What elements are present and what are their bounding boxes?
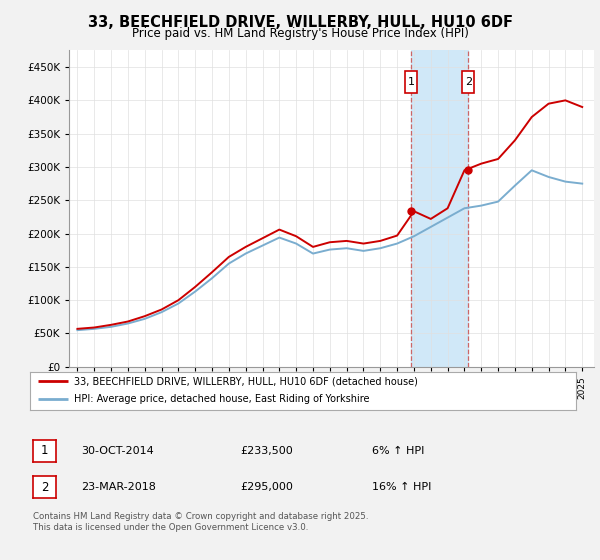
Text: Price paid vs. HM Land Registry's House Price Index (HPI): Price paid vs. HM Land Registry's House …	[131, 27, 469, 40]
Text: 2: 2	[465, 77, 472, 87]
FancyBboxPatch shape	[463, 71, 474, 93]
Text: 1: 1	[41, 444, 48, 458]
Text: HPI: Average price, detached house, East Riding of Yorkshire: HPI: Average price, detached house, East…	[74, 394, 369, 404]
Text: 6% ↑ HPI: 6% ↑ HPI	[372, 446, 424, 456]
Text: Contains HM Land Registry data © Crown copyright and database right 2025.
This d: Contains HM Land Registry data © Crown c…	[33, 512, 368, 532]
Text: £295,000: £295,000	[240, 482, 293, 492]
Text: 23-MAR-2018: 23-MAR-2018	[81, 482, 156, 492]
Text: 30-OCT-2014: 30-OCT-2014	[81, 446, 154, 456]
Text: 1: 1	[407, 77, 415, 87]
Text: 33, BEECHFIELD DRIVE, WILLERBY, HULL, HU10 6DF: 33, BEECHFIELD DRIVE, WILLERBY, HULL, HU…	[88, 15, 512, 30]
Text: 33, BEECHFIELD DRIVE, WILLERBY, HULL, HU10 6DF (detached house): 33, BEECHFIELD DRIVE, WILLERBY, HULL, HU…	[74, 376, 418, 386]
Text: 2: 2	[41, 480, 48, 494]
Bar	[411, 50, 469, 367]
Text: 16% ↑ HPI: 16% ↑ HPI	[372, 482, 431, 492]
Text: £233,500: £233,500	[240, 446, 293, 456]
FancyBboxPatch shape	[405, 71, 417, 93]
